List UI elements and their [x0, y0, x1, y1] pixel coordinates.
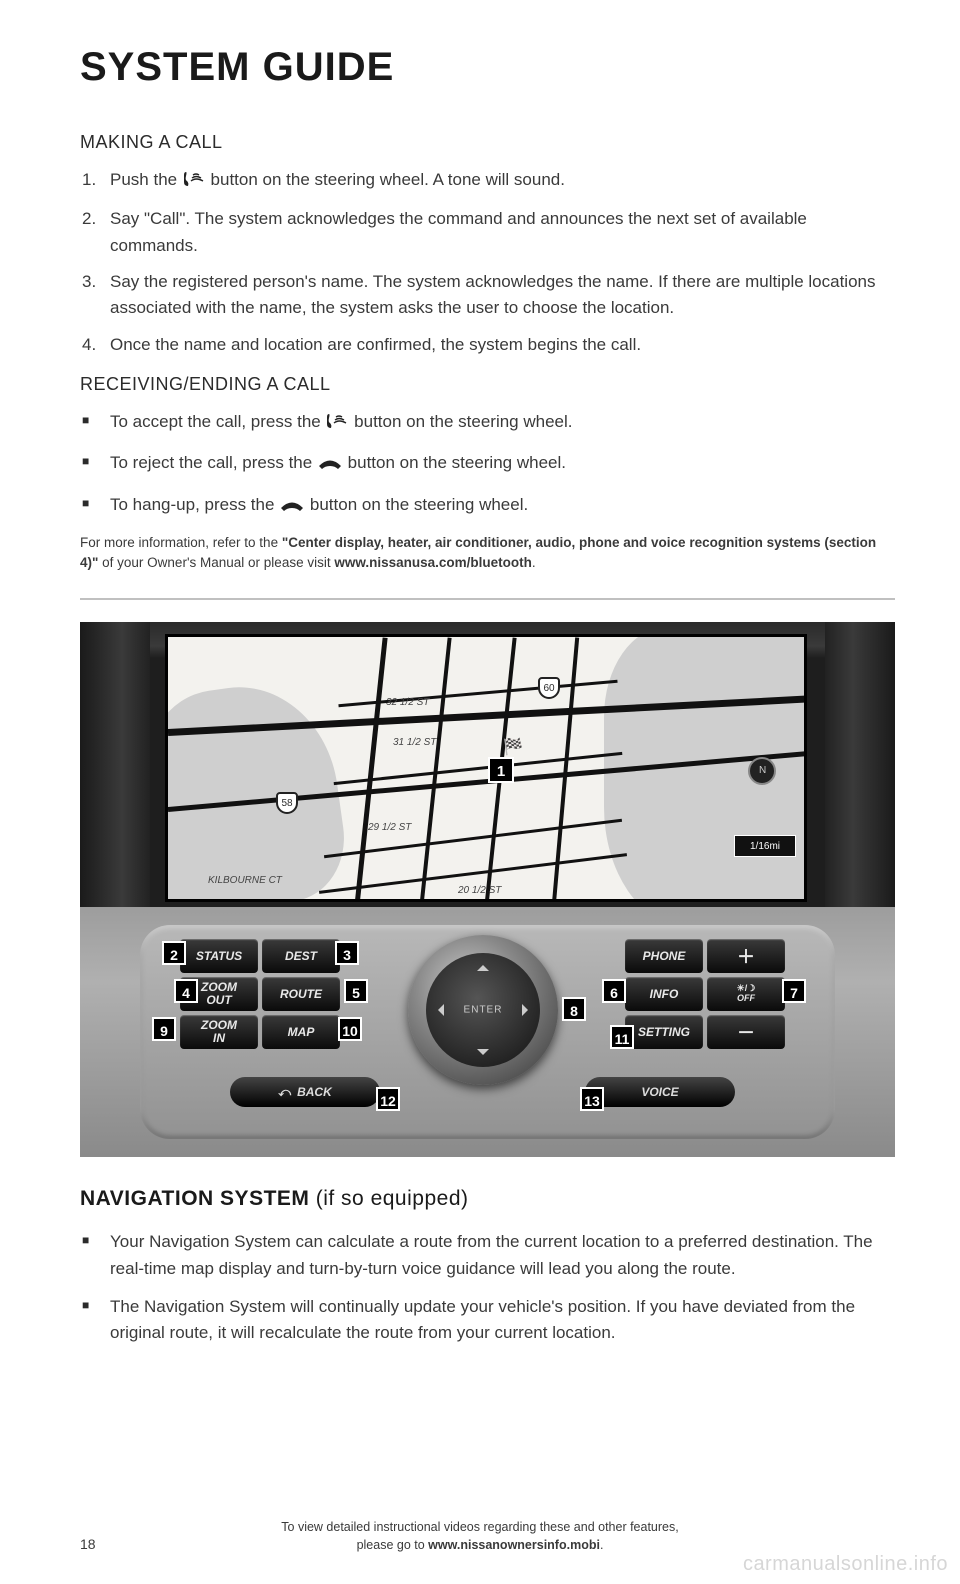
- fine-print: For more information, refer to the "Cent…: [80, 533, 895, 572]
- step-4: 4.Once the name and location are confirm…: [110, 332, 895, 358]
- nav-bullet-1: Your Navigation System can calculate a r…: [110, 1229, 895, 1282]
- callout-7: 7: [782, 979, 806, 1003]
- nav-bullet-2: The Navigation System will continually u…: [110, 1294, 895, 1347]
- nav-bullets: Your Navigation System can calculate a r…: [80, 1229, 895, 1346]
- nav-screen: 60 58 🏁 32 1/2 ST 31 1/2 ST 29 1/2 ST 20…: [165, 634, 807, 902]
- street-label: KILBOURNE CT: [208, 875, 282, 886]
- street-label: 29 1/2 ST: [368, 822, 411, 833]
- callout-2: 2: [162, 941, 186, 965]
- step-1: 1.Push the button on the steering wheel.…: [110, 167, 895, 196]
- phone-talk-icon: [182, 170, 206, 196]
- phone-button[interactable]: PHONE: [625, 939, 703, 973]
- bullet-reject: To reject the call, press the button on …: [110, 450, 895, 479]
- callout-3: 3: [335, 941, 359, 965]
- bullet-accept: To accept the call, press the button on …: [110, 409, 895, 438]
- hwy-shield-60: 60: [538, 677, 560, 699]
- info-button[interactable]: INFO: [625, 977, 703, 1011]
- heading-receiving: RECEIVING/ENDING A CALL: [80, 374, 895, 395]
- street-label: 20 1/2 ST: [458, 885, 501, 896]
- destination-flag-icon: 🏁: [503, 737, 523, 757]
- receiving-bullets: To accept the call, press the button on …: [80, 409, 895, 521]
- route-button[interactable]: ROUTE: [262, 977, 340, 1011]
- control-panel: STATUS DEST ZOOMOUT ROUTE ZOOMIN MAP PHO…: [80, 907, 895, 1157]
- callout-11: 11: [610, 1025, 634, 1049]
- brightness-off-button[interactable]: ☀/☽OFF: [707, 977, 785, 1011]
- minus-button[interactable]: －: [707, 1015, 785, 1049]
- watermark: carmanualsonline.info: [743, 1553, 948, 1576]
- center-dial[interactable]: ENTER: [408, 935, 558, 1085]
- map-button[interactable]: MAP: [262, 1015, 340, 1049]
- phone-talk-icon: [325, 412, 349, 438]
- callout-5: 5: [344, 979, 368, 1003]
- callout-9: 9: [152, 1017, 176, 1041]
- phone-hangup-icon: [279, 495, 305, 521]
- callout-4: 4: [174, 979, 198, 1003]
- setting-button[interactable]: SETTING: [625, 1015, 703, 1049]
- making-call-steps: 1.Push the button on the steering wheel.…: [80, 167, 895, 358]
- page-title: SYSTEM GUIDE: [80, 45, 895, 90]
- enter-label: ENTER: [464, 1005, 503, 1016]
- divider: [80, 598, 895, 600]
- status-button[interactable]: STATUS: [180, 939, 258, 973]
- dest-button[interactable]: DEST: [262, 939, 340, 973]
- map-scale: 1/16mi: [734, 835, 796, 857]
- back-button[interactable]: ⤺BACK: [230, 1077, 380, 1107]
- bullet-hangup: To hang-up, press the button on the stee…: [110, 492, 895, 521]
- heading-navigation: NAVIGATION SYSTEM (if so equipped): [80, 1187, 895, 1211]
- step1-b: button on the steering wheel. A tone wil…: [206, 170, 565, 189]
- callout-10: 10: [338, 1017, 362, 1041]
- zoom-in-button[interactable]: ZOOMIN: [180, 1015, 258, 1049]
- footer-text: To view detailed instructional videos re…: [0, 1519, 960, 1554]
- callout-13: 13: [580, 1087, 604, 1111]
- step-3: 3.Say the registered person's name. The …: [110, 269, 895, 322]
- callout-1: 1: [488, 757, 514, 783]
- step-2: 2.Say "Call". The system acknowledges th…: [110, 206, 895, 259]
- voice-button[interactable]: VOICE: [585, 1077, 735, 1107]
- callout-12: 12: [376, 1087, 400, 1111]
- street-label: 32 1/2 ST: [386, 697, 429, 708]
- heading-making-call: MAKING A CALL: [80, 132, 895, 153]
- navigation-photo: 60 5 8 🏁 32 1/2 ST 31 1/2 ST 29 1/2 ST 20…: [80, 622, 895, 1157]
- callout-6: 6: [602, 979, 626, 1003]
- step1-a: Push the: [110, 170, 182, 189]
- callout-8: 8: [562, 997, 586, 1021]
- plus-button[interactable]: ＋: [707, 939, 785, 973]
- phone-hangup-icon: [317, 453, 343, 479]
- street-label: 31 1/2 ST: [393, 737, 436, 748]
